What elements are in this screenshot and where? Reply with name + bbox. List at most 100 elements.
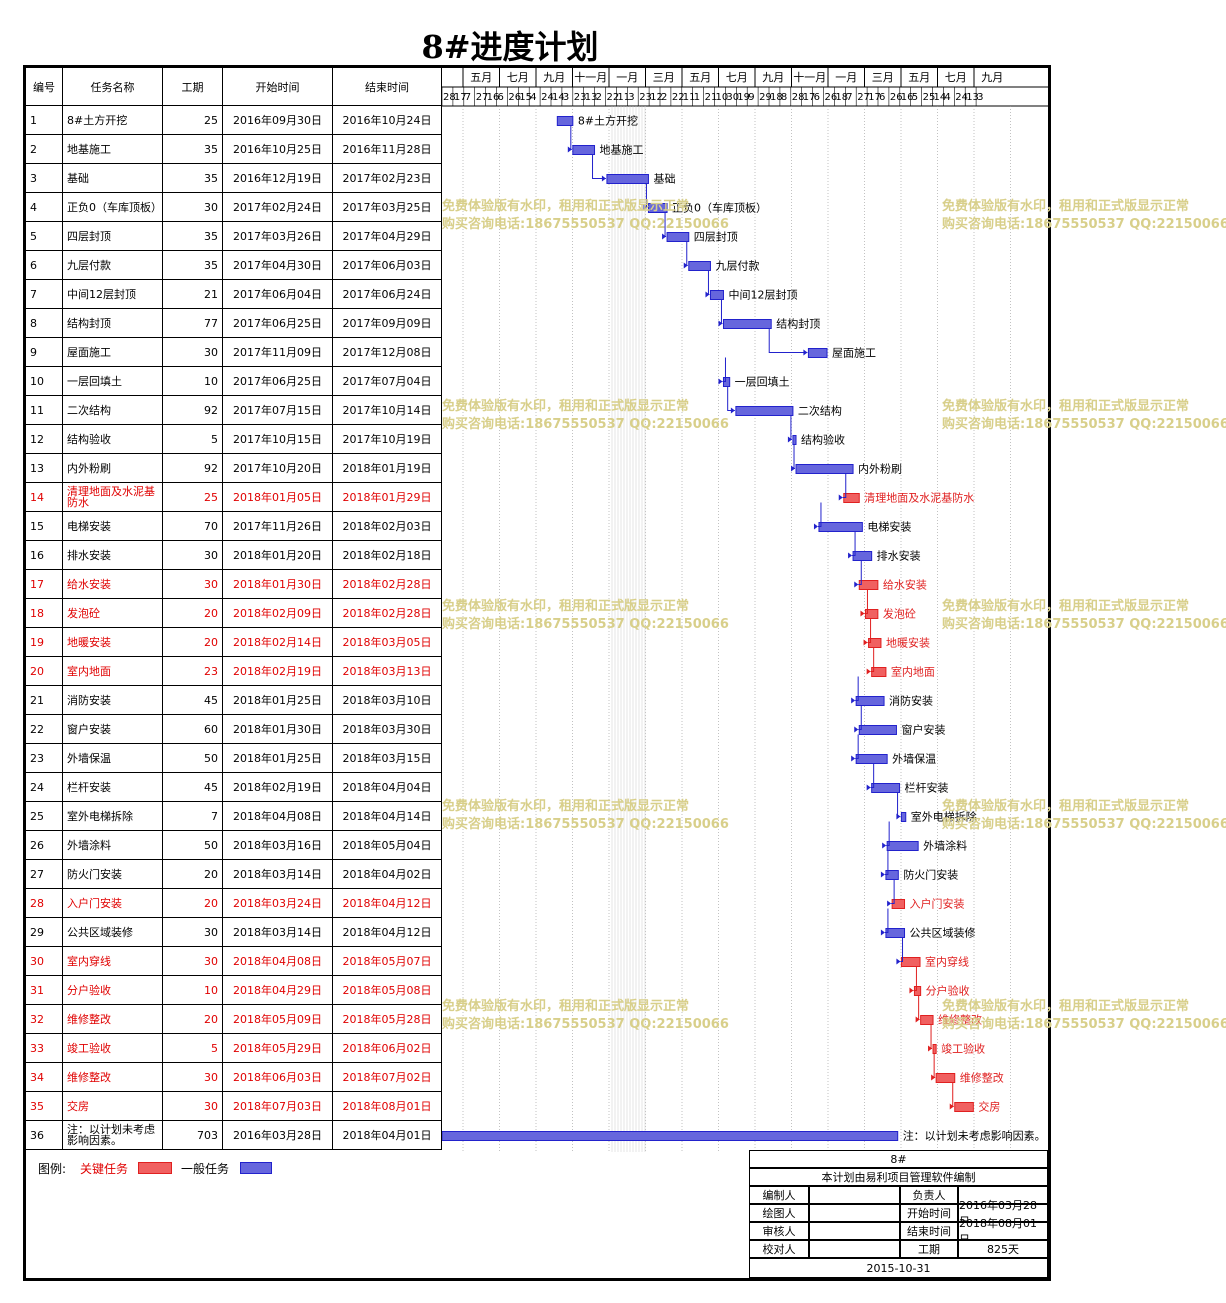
task-end-cell: 2018年01月29日 <box>333 483 442 512</box>
task-start-cell: 2017年03月26日 <box>223 222 333 251</box>
task-id-cell: 16 <box>26 541 63 570</box>
dependency-arrow <box>803 349 808 356</box>
task-start-cell: 2017年02月24日 <box>223 193 333 222</box>
bar-label: 四层封顶 <box>694 230 738 244</box>
task-id-cell: 1 <box>26 106 63 135</box>
info-checker-value <box>809 1240 900 1258</box>
task-dur-cell: 20 <box>163 860 223 889</box>
task-dur-cell: 92 <box>163 454 223 483</box>
task-end-cell: 2017年12月08日 <box>333 338 442 367</box>
task-end-cell: 2018年02月28日 <box>333 570 442 599</box>
task-name-cell: 室外电梯拆除 <box>63 802 163 831</box>
info-start-label: 开始时间 <box>900 1204 958 1222</box>
info-editor-label: 编制人 <box>749 1186 809 1204</box>
bar-label: 地暖安装 <box>886 636 930 650</box>
month-label: 三月 <box>872 71 894 84</box>
task-start-cell: 2018年05月09日 <box>223 1005 333 1034</box>
day-label: 19 <box>737 92 750 103</box>
header-start: 开始时间 <box>223 68 333 106</box>
dependency-arrow <box>662 233 667 240</box>
month-label: 十一月 <box>574 70 607 84</box>
task-start-cell: 2018年01月30日 <box>223 715 333 744</box>
task-start-cell: 2018年04月08日 <box>223 947 333 976</box>
task-start-cell: 2017年04月30日 <box>223 251 333 280</box>
day-label: 3 <box>977 92 983 103</box>
task-end-cell: 2016年10月24日 <box>333 106 442 135</box>
task-start-cell: 2018年04月08日 <box>223 802 333 831</box>
month-label: 九月 <box>543 71 565 84</box>
task-name-cell: 防火门安装 <box>63 860 163 889</box>
task-dur-cell: 77 <box>163 309 223 338</box>
day-label: 11 <box>683 92 696 103</box>
task-id-cell: 25 <box>26 802 63 831</box>
task-name-cell: 交房 <box>63 1092 163 1121</box>
day-label: 27 <box>857 92 870 103</box>
dependency-line <box>897 792 901 817</box>
task-dur-cell: 45 <box>163 686 223 715</box>
bar-label: 窗户安装 <box>901 723 945 737</box>
task-name-cell: 地基施工 <box>63 135 163 164</box>
task-id-cell: 17 <box>26 570 63 599</box>
day-label: 11 <box>617 92 630 103</box>
task-end-cell: 2016年11月28日 <box>333 135 442 164</box>
task-id-cell: 8 <box>26 309 63 338</box>
task-bar <box>666 232 690 242</box>
bar-label: 清理地面及水泥基防水 <box>864 491 974 505</box>
task-dur-cell: 30 <box>163 570 223 599</box>
day-label: 30 <box>726 92 739 103</box>
dependency-arrow <box>718 378 723 385</box>
bar-label: 竣工验收 <box>941 1042 985 1056</box>
task-dur-cell: 50 <box>163 831 223 860</box>
dependency-line <box>870 647 875 672</box>
day-label: 13 <box>585 92 598 103</box>
task-dur-cell: 30 <box>163 338 223 367</box>
task-id-cell: 33 <box>26 1034 63 1063</box>
dependency-line <box>855 676 859 701</box>
task-id-cell: 18 <box>26 599 63 628</box>
task-end-cell: 2018年02月03日 <box>333 512 442 541</box>
task-dur-cell: 5 <box>163 425 223 454</box>
task-id-cell: 36 <box>26 1121 63 1150</box>
task-end-cell: 2017年06月24日 <box>333 280 442 309</box>
bar-label: 内外粉刷 <box>858 462 902 476</box>
day-label: 26 <box>890 92 903 103</box>
day-label: 23 <box>574 92 587 103</box>
task-dur-cell: 30 <box>163 947 223 976</box>
month-label: 五月 <box>689 71 711 84</box>
dependency-arrow <box>601 175 606 182</box>
info-dur-label: 工期 <box>900 1240 958 1258</box>
task-bar <box>795 464 854 474</box>
watermark-text: 免费体验版有水印，租用和正式版显示正常 购买咨询电话:18675550537 Q… <box>942 599 1226 632</box>
day-label: 2 <box>661 92 667 103</box>
info-editor-value <box>809 1186 900 1204</box>
task-dur-cell: 25 <box>163 106 223 135</box>
chart-frame <box>23 65 1051 1281</box>
bar-label: 消防安装 <box>889 694 933 708</box>
task-name-cell: 外墙保温 <box>63 744 163 773</box>
bar-label: 防火门安装 <box>903 868 958 882</box>
bar-label: 室内穿线 <box>925 955 969 969</box>
task-id-cell: 20 <box>26 657 63 686</box>
info-date: 2015-10-31 <box>749 1258 1048 1278</box>
task-start-cell: 2016年03月28日 <box>223 1121 333 1150</box>
page-title: 8#进度计划 <box>421 28 599 66</box>
day-label: 1 <box>694 92 700 103</box>
bar-label: 屋面施工 <box>832 347 876 360</box>
day-label: 14 <box>552 92 565 103</box>
task-id-cell: 27 <box>26 860 63 889</box>
task-bar <box>886 841 919 851</box>
legend-normal-swatch <box>240 1162 272 1174</box>
dependency-line <box>891 879 895 904</box>
day-label: 6 <box>498 92 504 103</box>
task-start-cell: 2017年06月25日 <box>223 309 333 338</box>
bar-label: 注：以计划未考虑影响因素。 <box>903 1129 1046 1143</box>
watermark-text: 免费体验版有水印，租用和正式版显示正常 购买咨询电话:18675550537 Q… <box>942 399 1226 432</box>
task-start-cell: 2017年07月15日 <box>223 396 333 425</box>
info-dur-value: 825天 <box>958 1240 1048 1258</box>
month-label: 七月 <box>726 71 748 84</box>
task-end-cell: 2018年04月12日 <box>333 889 442 918</box>
dependency-line <box>858 560 862 585</box>
task-name-cell: 消防安装 <box>63 686 163 715</box>
dependency-line <box>768 328 808 353</box>
info-drawer-label: 绘图人 <box>749 1204 809 1222</box>
